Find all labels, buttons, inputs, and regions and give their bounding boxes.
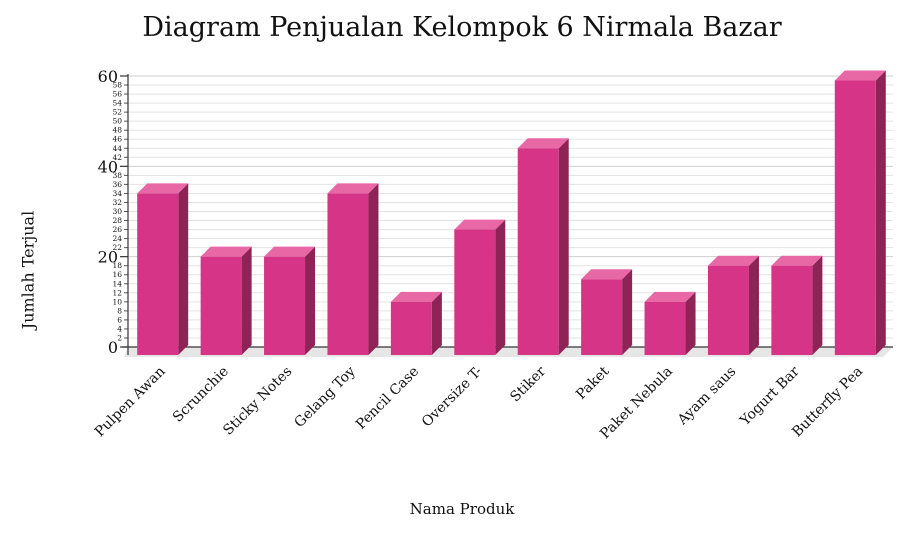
y-tick-label-minor: 16 bbox=[112, 270, 122, 279]
bar-side bbox=[812, 255, 823, 355]
y-tick-label-minor: 36 bbox=[112, 180, 122, 189]
x-tick-label: Ayam saus bbox=[674, 364, 739, 429]
y-tick-label-minor: 54 bbox=[112, 99, 122, 108]
bar-side bbox=[368, 183, 379, 355]
y-tick-label-minor: 58 bbox=[112, 81, 122, 90]
y-tick-label-minor: 28 bbox=[112, 216, 122, 225]
x-tick-label: Scrunchie bbox=[170, 364, 232, 426]
bar bbox=[771, 265, 813, 355]
y-tick-label-minor: 6 bbox=[117, 315, 122, 324]
bar-top bbox=[264, 246, 316, 257]
y-tick-label-minor: 8 bbox=[117, 306, 122, 315]
bar-top bbox=[581, 269, 633, 280]
bar-top bbox=[771, 255, 823, 266]
y-tick-label-minor: 52 bbox=[112, 108, 122, 117]
bar-side bbox=[685, 291, 696, 355]
y-tick-label-minor: 34 bbox=[112, 189, 122, 198]
bar bbox=[707, 265, 749, 355]
bar-top bbox=[644, 291, 696, 302]
x-axis-title: Nama Produk bbox=[409, 500, 515, 518]
bar-side bbox=[558, 138, 569, 355]
bar bbox=[454, 229, 496, 355]
y-tick-label-minor: 26 bbox=[112, 225, 122, 234]
x-tick-label: Oversize T- bbox=[419, 363, 486, 430]
bar-top bbox=[517, 138, 569, 149]
bar-side bbox=[875, 70, 886, 356]
y-tick-label-minor: 38 bbox=[112, 171, 122, 180]
chart-title: Diagram Penjualan Kelompok 6 Nirmala Baz… bbox=[142, 12, 782, 43]
y-tick-label-minor: 30 bbox=[112, 207, 122, 216]
bar bbox=[137, 193, 179, 355]
bar-side bbox=[305, 246, 316, 355]
x-tick-label: Pulpen Awan bbox=[92, 364, 169, 441]
x-tick-label: Gelang Toy bbox=[291, 363, 358, 430]
y-tick-label-minor: 44 bbox=[112, 144, 122, 153]
bar-top bbox=[707, 255, 759, 266]
bar-top bbox=[390, 291, 442, 302]
bar-side bbox=[178, 183, 189, 355]
bar bbox=[327, 193, 369, 355]
bar-top bbox=[834, 70, 886, 81]
y-tick-label-major: 60 bbox=[98, 67, 118, 86]
bar bbox=[644, 301, 686, 355]
y-tick-label-major: 20 bbox=[98, 248, 118, 267]
bar-side bbox=[431, 291, 442, 355]
bar-side bbox=[241, 246, 252, 355]
x-tick-label: Pencil Case bbox=[353, 364, 422, 433]
x-tick-label: Stiker bbox=[507, 363, 549, 405]
bar bbox=[517, 148, 559, 355]
bar-side bbox=[495, 219, 506, 355]
y-tick-label-minor: 10 bbox=[112, 297, 122, 306]
y-tick-label-minor: 56 bbox=[112, 90, 122, 99]
x-tick-label: Yogurt Bar bbox=[737, 363, 803, 429]
floor bbox=[124, 347, 893, 357]
y-tick-label-minor: 12 bbox=[112, 288, 122, 297]
y-tick-label-minor: 4 bbox=[117, 324, 122, 333]
y-tick-label-major: 0 bbox=[108, 338, 118, 357]
bar bbox=[581, 279, 623, 355]
y-tick-label-minor: 32 bbox=[112, 198, 122, 207]
y-tick-label-minor: 50 bbox=[112, 117, 122, 126]
y-tick-label-minor: 46 bbox=[112, 135, 122, 144]
y-tick-label-minor: 14 bbox=[112, 279, 122, 288]
bar-side bbox=[622, 269, 633, 355]
bar bbox=[834, 80, 876, 356]
y-tick-label-minor: 18 bbox=[112, 261, 122, 270]
y-tick-label-minor: 24 bbox=[112, 234, 122, 243]
y-tick-label-minor: 2 bbox=[117, 333, 122, 342]
y-tick-label-major: 40 bbox=[98, 157, 118, 176]
bar-top bbox=[327, 183, 379, 194]
bar bbox=[264, 256, 306, 355]
y-tick-label-minor: 42 bbox=[112, 153, 122, 162]
bar-side bbox=[748, 255, 759, 355]
x-tick-label: Paket bbox=[573, 363, 613, 403]
bar bbox=[390, 301, 432, 355]
y-tick-label-minor: 22 bbox=[112, 243, 122, 252]
bar-top bbox=[137, 183, 189, 194]
bar-top bbox=[200, 246, 252, 257]
bar bbox=[200, 256, 242, 355]
bar-top bbox=[454, 219, 506, 230]
y-tick-label-minor: 48 bbox=[112, 126, 122, 135]
